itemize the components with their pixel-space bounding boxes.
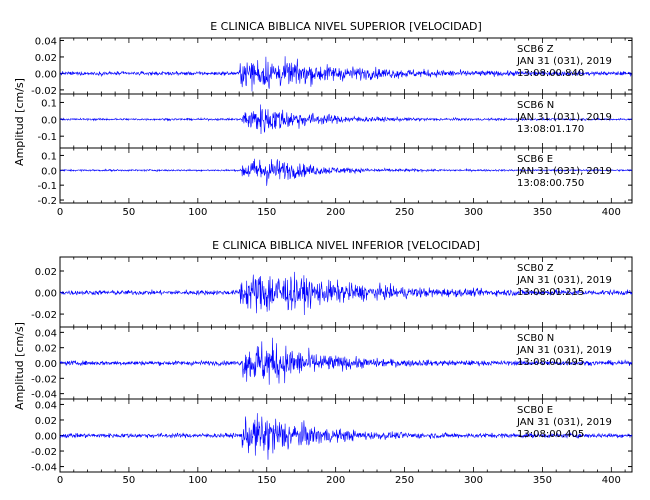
y-tick-label: 0.00 [35,432,57,443]
y-tick-label: -0.04 [31,463,57,474]
waveform-trace [60,158,633,186]
x-tick-label: 200 [326,207,345,218]
trace-date-label: JAN 31 (031), 2019 [516,275,612,286]
y-tick-label: 0.02 [35,267,57,278]
x-tick-label: 50 [123,207,136,218]
waveform-trace [59,56,633,92]
x-tick-label: 200 [326,475,345,486]
y-tick-label: -0.02 [31,310,57,321]
trace-date-label: JAN 31 (031), 2019 [516,417,612,428]
y-tick-label: -0.1 [37,181,57,192]
y-tick-label: 0.1 [41,151,57,162]
waveform-trace [59,271,633,316]
trace-date-label: JAN 31 (031), 2019 [516,345,612,356]
trace-time-label: 13:08:01.215 [517,287,584,298]
y-tick-label: 0.00 [35,289,57,300]
y-tick-label: 0.04 [35,36,57,47]
y-axis-label: Amplitud [cm/s] [13,78,26,166]
station-channel-label: SCB6 E [517,154,553,165]
x-tick-label: 300 [464,207,483,218]
y-tick-label: 0.02 [35,344,57,355]
trace-time-label: 13:08:00.495 [517,357,584,368]
x-tick-label: 150 [257,207,276,218]
y-tick-label: -0.04 [31,390,57,401]
x-tick-label: 100 [188,475,207,486]
y-tick-label: -0.02 [31,447,57,458]
x-tick-label: 100 [188,207,207,218]
waveform-trace [59,104,633,135]
x-tick-label: 400 [602,475,621,486]
y-tick-label: -0.02 [31,86,57,97]
trace-date-label: JAN 31 (031), 2019 [516,56,612,67]
trace-time-label: 13:08:01.170 [517,124,584,135]
y-tick-label: 0.04 [35,400,57,411]
y-tick-label: 0.04 [35,328,57,339]
trace-time-label: 13:08:00.405 [517,429,584,440]
x-tick-label: 350 [533,207,552,218]
station-channel-label: SCB0 E [517,405,553,416]
y-tick-label: -0.02 [31,374,57,385]
x-tick-label: 50 [123,475,136,486]
y-tick-label: 0.00 [35,359,57,370]
y-tick-label: 0.0 [41,115,57,126]
x-tick-label: 0 [57,475,63,486]
chart-title: E CLINICA BIBLICA NIVEL SUPERIOR [VELOCI… [210,20,482,33]
station-channel-label: SCB0 N [517,333,554,344]
x-tick-label: 300 [464,475,483,486]
y-tick-label: 0.0 [41,166,57,177]
y-tick-label: -0.1 [37,132,57,143]
trace-date-label: JAN 31 (031), 2019 [516,166,612,177]
y-tick-label: -0.2 [37,196,57,207]
x-tick-label: 400 [602,207,621,218]
x-tick-label: 350 [533,475,552,486]
x-tick-label: 250 [395,207,414,218]
chart-title: E CLINICA BIBLICA NIVEL INFERIOR [VELOCI… [212,239,480,252]
y-axis-label: Amplitud [cm/s] [13,322,26,410]
trace-frame [59,147,633,204]
trace-time-label: 13:08:00.840 [517,68,584,79]
y-tick-label: 0.02 [35,416,57,427]
y-tick-label: 0.02 [35,53,57,64]
y-tick-label: 0.00 [35,69,57,80]
x-tick-label: 250 [395,475,414,486]
trace-time-label: 13:08:00.750 [517,178,584,189]
trace-date-label: JAN 31 (031), 2019 [516,112,612,123]
waveform-trace [59,413,633,460]
x-tick-label: 150 [257,475,276,486]
station-channel-label: SCB6 N [517,100,554,111]
station-channel-label: SCB6 Z [517,44,554,55]
waveform-trace [59,337,633,385]
x-tick-label: 0 [57,207,63,218]
y-tick-label: 0.1 [41,98,57,109]
station-channel-label: SCB0 Z [517,263,554,274]
